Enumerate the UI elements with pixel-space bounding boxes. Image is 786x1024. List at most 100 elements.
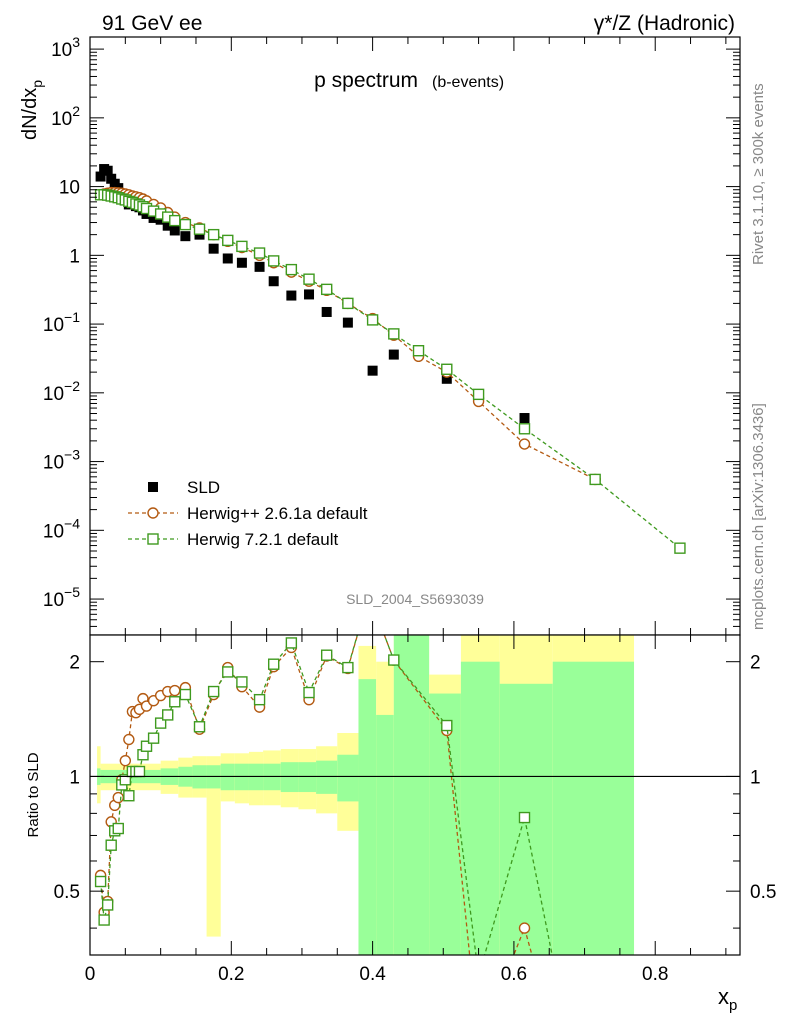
y-tick-label: 10−1 [43, 309, 80, 336]
uncertainty-band-inner [552, 661, 635, 955]
ratio-data-point [518, 922, 531, 934]
ratio-y-axis-label: Ratio to SLD [25, 752, 42, 837]
sld-data-point [304, 289, 315, 300]
ratio-data-point [236, 676, 248, 688]
svg-text:Ratio to SLD: Ratio to SLD [25, 752, 42, 837]
x-tick-label: 0.2 [218, 964, 244, 985]
mc-data-point [589, 473, 601, 486]
mc-data-point [179, 218, 192, 231]
sld-data-point [236, 257, 247, 268]
ratio-data-point [112, 791, 124, 804]
svg-text:Rivet 3.1.10, ≥ 300k events: Rivet 3.1.10, ≥ 300k events [750, 83, 767, 265]
ratio-y-tick-label-right: 0.5 [750, 882, 776, 903]
ratio-data-point [105, 839, 117, 851]
ratio-data-point [140, 740, 153, 752]
legend-marker [148, 482, 158, 492]
sld-data-point [180, 231, 191, 242]
mc-data-point [236, 240, 248, 253]
analysis-watermark: SLD_2004_S5693039 [346, 591, 484, 607]
legend-label: SLD [187, 478, 220, 497]
ratio-data-point [267, 658, 280, 670]
sld-data-point [321, 306, 332, 317]
ratio-data-point [285, 637, 298, 649]
legend-label: Herwig 7.2.1 default [187, 530, 338, 549]
ratio-data-point [169, 696, 181, 708]
svg-text:mcplots.cern.ch [arXiv:1306.34: mcplots.cern.ch [arXiv:1306.3436] [750, 403, 767, 630]
y-tick-label: 10−4 [43, 515, 80, 542]
uncertainty-band-inner [316, 760, 338, 794]
uncertainty-band-inner [358, 679, 377, 955]
ratio-data-point [98, 914, 110, 926]
legend-marker [147, 507, 159, 519]
mc-data-point [285, 263, 298, 276]
y-tick-label: 10−3 [43, 447, 80, 474]
sld-data-point [169, 225, 180, 236]
process-label: γ*/Z (Hadronic) [594, 12, 735, 35]
mc-data-point [253, 247, 266, 259]
y-tick-label: 10−2 [43, 378, 80, 405]
ratio-data-point [441, 719, 453, 732]
uncertainty-band-inner [429, 693, 461, 955]
mc-data-point [412, 344, 425, 357]
sld-data-point [222, 253, 233, 264]
ratio-data-point [342, 661, 354, 674]
ratio-data-point [169, 684, 181, 697]
ratio-plot-frame [89, 634, 741, 956]
uncertainty-band-inner [460, 661, 500, 955]
ratio-data-point [147, 732, 160, 744]
uncertainty-band-inner [280, 762, 299, 793]
legend-label: Herwig++ 2.6.1a default [187, 504, 368, 523]
legend-marker [147, 533, 159, 545]
y-tick-label: 10 [59, 178, 80, 199]
mc-data-point [441, 363, 453, 375]
mc-data-point [518, 423, 531, 435]
sld-data-point [268, 276, 279, 287]
sld-data-point [148, 212, 159, 223]
ratio-data-point [320, 649, 333, 661]
mc-data-point [320, 283, 333, 296]
mc-data-point [193, 223, 206, 235]
y-tick-label: 102 [51, 103, 80, 130]
ratio-data-point [94, 875, 107, 888]
sld-data-point [162, 220, 173, 231]
uncertainty-band-inner [298, 762, 317, 793]
mc-data-point [674, 542, 686, 554]
sld-data-point [388, 349, 399, 360]
sld-data-point [367, 365, 378, 376]
legend: SLD Herwig++ 2.6.1a default Herwig 7.2.1 d… [128, 478, 368, 549]
mc-data-point [222, 234, 234, 247]
plot-subtitle: (b-events) [432, 74, 504, 91]
sld-data-point [441, 373, 452, 384]
mc-data-point [388, 328, 400, 340]
ratio-data-point [133, 765, 146, 778]
mc-data-point [518, 438, 531, 450]
svg-text:dN/dxp: dN/dxp [19, 80, 45, 140]
x-tick-label: 0 [85, 964, 96, 985]
sld-data-point [286, 290, 297, 301]
y-tick-label: 1 [69, 246, 80, 267]
sld-data-point [208, 243, 219, 254]
energy-label: 91 GeV ee [102, 12, 202, 35]
y-tick-label: 103 [51, 34, 80, 61]
ratio-data-point [193, 721, 206, 733]
mc-data-point [267, 255, 280, 267]
ratio-data-point [101, 899, 114, 911]
sld-data-point [254, 261, 265, 272]
mc-data-point [366, 314, 379, 326]
ratio-data-point [388, 654, 400, 666]
uncertainty-band-inner [376, 714, 394, 955]
ratio-data-point [222, 666, 234, 678]
ratio-y-tick-label-right: 2 [750, 653, 761, 674]
sld-data-point [102, 165, 113, 176]
ratio-data-point [179, 688, 192, 701]
ratio-data-point [123, 790, 135, 802]
ratio-y-tick-label: 1 [69, 767, 80, 788]
x-axis-label: xp [718, 984, 737, 1014]
ratio-data-point [207, 685, 220, 698]
uncertainty-band-outer [206, 756, 221, 937]
mc-data-point [207, 228, 220, 241]
mcplots-reference-label: mcplots.cern.ch [arXiv:1306.3436] [750, 403, 767, 630]
mc-data-point [472, 388, 485, 401]
